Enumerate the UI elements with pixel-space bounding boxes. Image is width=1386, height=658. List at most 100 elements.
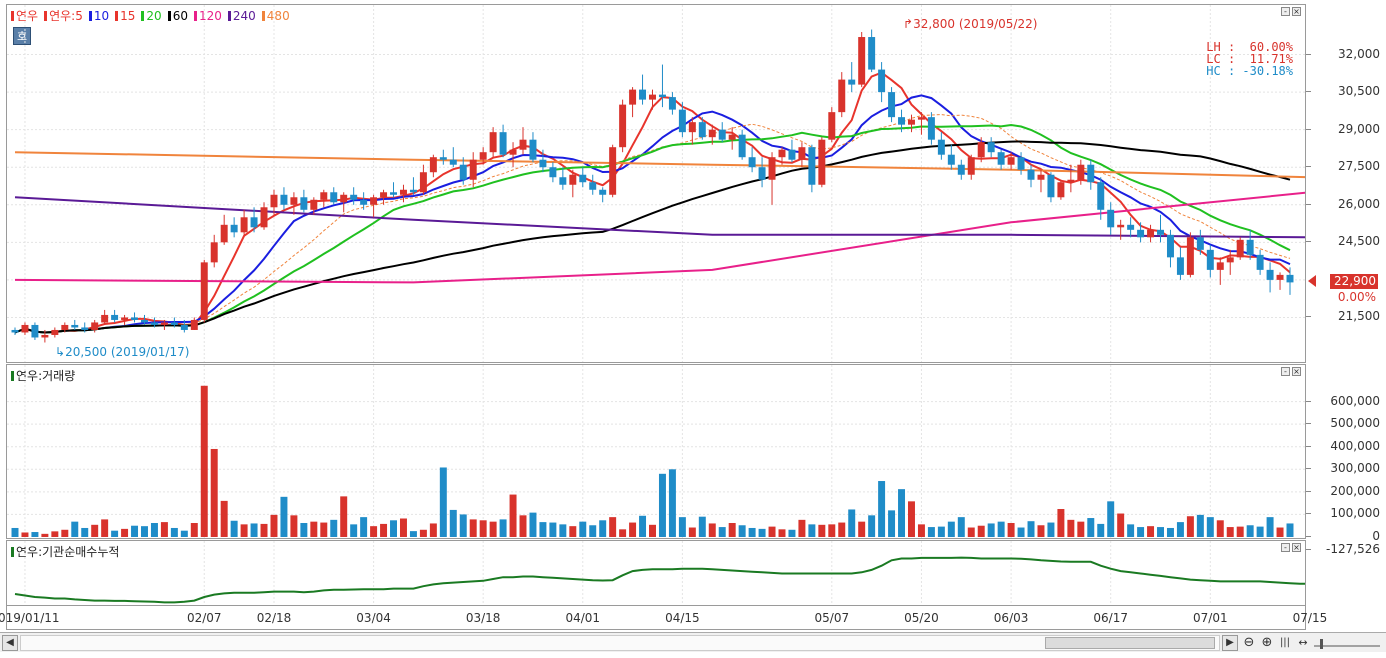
volume-bar xyxy=(888,510,896,537)
candle xyxy=(360,192,368,210)
volume-bar xyxy=(220,500,228,537)
candle-body xyxy=(340,194,348,203)
candle xyxy=(898,109,906,133)
legend-label: 10 xyxy=(93,8,110,23)
chart-scrollbar[interactable]: ◀ ▶ ⊖ ⊕ ||| ↔ xyxy=(0,632,1386,652)
scroll-right-icon[interactable]: ▶ xyxy=(1222,635,1238,651)
volume-bar xyxy=(1027,521,1035,537)
price-pane-window-buttons: - × xyxy=(1281,7,1301,16)
candle xyxy=(479,147,487,165)
zoom-slider[interactable] xyxy=(1312,634,1382,652)
legend-item[interactable]: 10 xyxy=(88,8,110,23)
candle-body xyxy=(280,194,288,205)
minimize-icon[interactable]: - xyxy=(1281,367,1290,376)
candle xyxy=(808,144,816,193)
candle xyxy=(71,319,79,330)
candle-body xyxy=(1276,274,1284,280)
volume-y-label: 400,000 xyxy=(1330,438,1380,453)
candle-body xyxy=(1107,209,1115,228)
candle xyxy=(429,154,437,178)
institution-pane[interactable]: 연우:기관순매수누적 - × xyxy=(6,540,1306,606)
ho-badge[interactable]: 호 xyxy=(13,27,31,45)
close-icon[interactable]: × xyxy=(1292,367,1301,376)
candle-body xyxy=(260,207,268,228)
candle xyxy=(868,29,876,73)
scroll-track[interactable] xyxy=(20,635,1220,651)
zoom-out-icon[interactable]: ⊖ xyxy=(1243,635,1255,650)
legend-item[interactable]: 15 xyxy=(115,9,135,23)
volume-legend-label: 연우:거래량 xyxy=(16,369,76,383)
candle-body xyxy=(629,89,637,105)
candle xyxy=(1117,219,1125,240)
candle-body xyxy=(1087,164,1095,183)
legend-item[interactable]: 연우 xyxy=(11,7,38,24)
axis-tick xyxy=(1306,203,1311,205)
legend-item[interactable]: 480 xyxy=(261,9,290,23)
volume-y-label: 600,000 xyxy=(1330,393,1380,408)
candle-body xyxy=(519,139,527,150)
volume-bar xyxy=(399,518,407,537)
zoom-in-icon[interactable]: ⊕ xyxy=(1261,635,1273,650)
volume-bar xyxy=(1226,527,1234,537)
volume-bar xyxy=(559,524,567,537)
minimize-icon[interactable]: - xyxy=(1281,543,1290,552)
candle-body xyxy=(1157,229,1164,235)
candle-body xyxy=(1246,239,1254,255)
candle-body xyxy=(987,142,995,153)
high-annotation-text: 32,800 (2019/05/22) xyxy=(913,17,1038,31)
candle xyxy=(320,189,328,208)
volume-bar xyxy=(1057,509,1065,537)
volume-bar xyxy=(360,517,368,537)
candle-body xyxy=(758,167,766,180)
candle xyxy=(469,152,477,188)
candle-body xyxy=(768,157,776,180)
current-price-tag: 22,900 xyxy=(1330,274,1378,289)
volume-bar xyxy=(1097,523,1105,537)
volume-y-label: 100,000 xyxy=(1330,506,1380,521)
candle xyxy=(439,149,447,165)
expand-icon[interactable]: ↔ xyxy=(1298,636,1308,649)
candle-body xyxy=(907,119,915,125)
legend-item[interactable]: 60 xyxy=(167,9,188,23)
candle xyxy=(738,129,746,160)
legend-item[interactable]: 240 xyxy=(227,9,256,23)
price-pane[interactable]: 연우 연우:5 10 15 20 60 120 240 480 - × 호 ↱32,800 (2… xyxy=(6,4,1306,363)
scroll-thumb[interactable] xyxy=(1045,637,1215,649)
price-y-label: 30,500 xyxy=(1338,84,1380,99)
candle-body xyxy=(639,89,647,100)
close-icon[interactable]: × xyxy=(1292,543,1301,552)
candle-body xyxy=(678,109,686,133)
candle-body xyxy=(937,139,945,155)
candle-body xyxy=(848,79,856,85)
volume-bar xyxy=(71,521,79,537)
bar-spacing-icon[interactable]: ||| xyxy=(1279,637,1291,648)
candle-body xyxy=(668,97,676,110)
high-arrow-icon: ↱ xyxy=(903,17,914,31)
volume-bar xyxy=(927,527,935,537)
volume-bar xyxy=(150,523,158,537)
volume-bar xyxy=(111,530,119,537)
volume-pane[interactable]: 연우:거래량 - × xyxy=(6,364,1306,539)
candle xyxy=(1266,262,1274,293)
candle xyxy=(658,64,666,108)
minimize-icon[interactable]: - xyxy=(1281,7,1290,16)
candle-body xyxy=(778,149,786,158)
candle xyxy=(160,319,168,330)
volume-bar xyxy=(1276,527,1284,537)
volume-bar xyxy=(1137,527,1145,537)
candle-body xyxy=(1186,237,1194,275)
candle xyxy=(579,167,587,188)
legend-marker xyxy=(193,10,197,21)
high-annotation: ↱32,800 (2019/05/22) xyxy=(903,17,1037,31)
legend-item[interactable]: 20 xyxy=(141,9,162,23)
candle-body xyxy=(479,152,487,160)
candle-body xyxy=(927,117,935,140)
volume-bar xyxy=(778,529,786,537)
close-icon[interactable]: × xyxy=(1292,7,1301,16)
volume-bar xyxy=(449,509,457,537)
volume-bar xyxy=(529,512,537,537)
candle xyxy=(977,137,985,163)
scroll-left-icon[interactable]: ◀ xyxy=(2,635,18,651)
ma120-line xyxy=(14,191,1305,284)
legend-item[interactable]: 연우:5 xyxy=(44,7,83,24)
